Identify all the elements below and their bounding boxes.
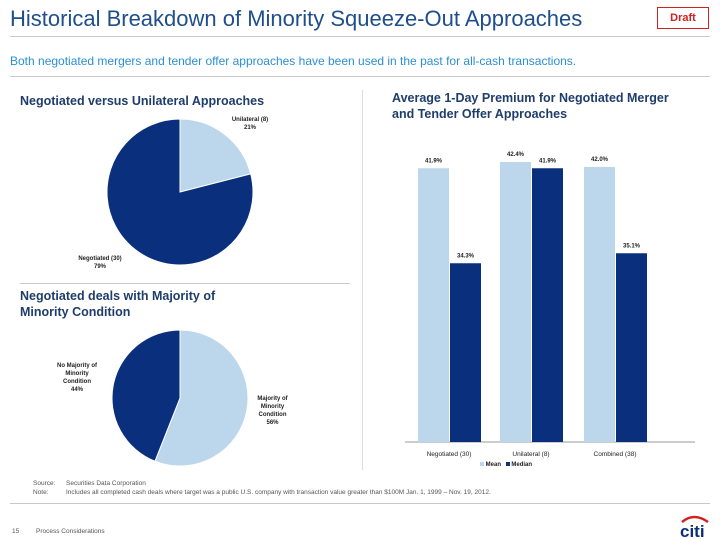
pie1-slice-0	[179, 118, 252, 193]
bar-data-label: 34.3%	[457, 253, 475, 259]
bar-legend: Mean Median	[480, 462, 532, 468]
bar-mean-0	[418, 168, 449, 442]
bar-title: Average 1-Day Premium for Negotiated Mer…	[392, 91, 669, 121]
bar-mean-2	[584, 167, 615, 442]
bar-median-2	[616, 253, 647, 442]
pie1-title: Negotiated versus Unilateral Approaches	[20, 94, 265, 108]
pie1-slice-1	[106, 118, 254, 266]
pie1-label-unilateral: Unilateral (8) 21%	[231, 117, 269, 131]
divider	[10, 76, 710, 77]
note-label: Note:	[33, 489, 49, 496]
legend-mean: Mean	[485, 462, 502, 468]
section-name: Process Considerations	[36, 528, 105, 535]
divider	[10, 503, 710, 504]
bar-median-1	[532, 168, 563, 442]
bar-mean-1	[500, 162, 531, 442]
bar-data-label: 42.4%	[507, 152, 525, 158]
bar-data-label: 42.0%	[591, 157, 609, 163]
note-text: Includes all completed cash deals where …	[66, 489, 491, 496]
page-number: 15	[12, 528, 20, 535]
pie2-slice-0	[154, 329, 249, 467]
legend-swatch-mean	[480, 462, 484, 466]
pie2-title: Negotiated deals with Majority of Minori…	[20, 289, 216, 319]
divider	[20, 283, 350, 284]
bar-data-label: 41.9%	[425, 158, 443, 164]
pie2-label-majority: Majority of Minority Condition 56%	[257, 396, 288, 426]
legend-median: Median	[511, 462, 533, 468]
draft-badge: Draft	[657, 7, 709, 29]
x-tick-label: Combined (38)	[594, 451, 637, 458]
bar-data-label: 35.1%	[623, 243, 641, 249]
pie2-label-no-majority: No Majority of Minority Condition 44%	[57, 363, 97, 393]
subtitle: Both negotiated mergers and tender offer…	[10, 54, 577, 68]
page-title: Historical Breakdown of Minority Squeeze…	[10, 6, 583, 31]
source-label: Source:	[33, 480, 56, 487]
pie2-slice-1	[111, 329, 181, 462]
legend-swatch-median	[505, 462, 510, 466]
bar-median-0	[450, 263, 481, 442]
pie1-label-negotiated: Negotiated (30) 79%	[78, 256, 122, 270]
bar-data-label: 41.9%	[539, 158, 557, 164]
source-text: Securities Data Corporation	[66, 480, 146, 487]
citi-logo: citi	[680, 515, 709, 538]
x-tick-label: Negotiated (30)	[427, 451, 472, 458]
x-tick-label: Unilateral (8)	[512, 451, 549, 458]
divider	[10, 36, 710, 37]
svg-text:citi: citi	[680, 522, 705, 538]
divider-vertical	[362, 90, 363, 470]
